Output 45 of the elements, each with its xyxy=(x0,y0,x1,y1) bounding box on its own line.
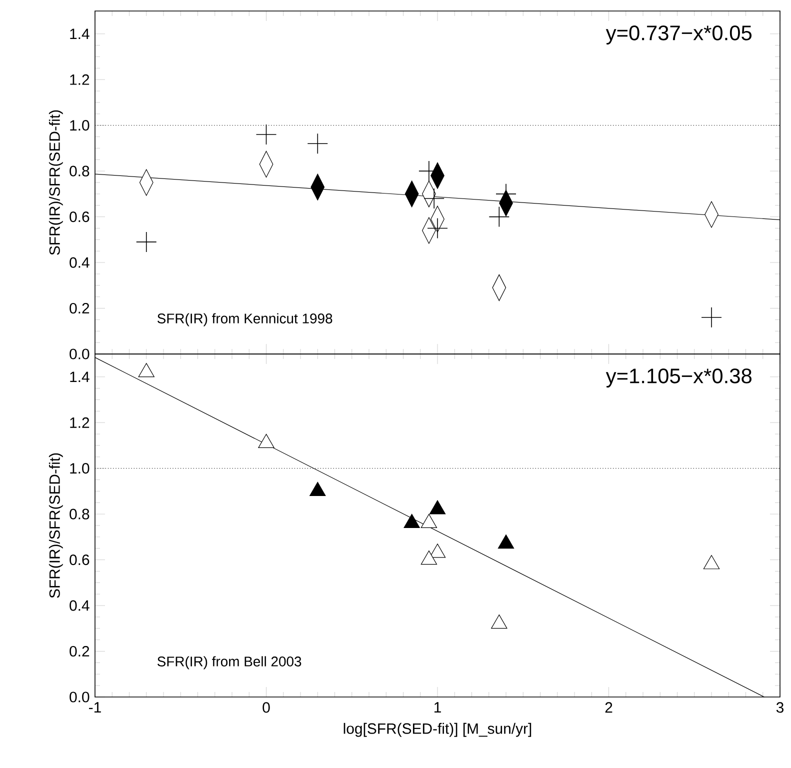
point xyxy=(258,434,274,448)
y-tick-label: 1.4 xyxy=(70,372,90,382)
annotation: SFR(IR) from Bell 2003 xyxy=(157,656,302,670)
point xyxy=(429,500,446,514)
point xyxy=(310,482,326,496)
y-tick-label: 0.6 xyxy=(70,212,90,222)
y-tick-label: 0.2 xyxy=(70,646,90,657)
annotation: y=1.105−x*0.38 xyxy=(606,368,752,388)
point xyxy=(429,544,446,558)
y-tick-label: 0.6 xyxy=(70,554,90,566)
y-tick-label: 0.8 xyxy=(70,166,90,176)
point xyxy=(420,514,438,528)
point xyxy=(498,534,514,549)
y-tick-label: 0.2 xyxy=(70,302,90,314)
x-tick-label: 3 xyxy=(776,702,784,713)
annotation: y=0.737−x*0.05 xyxy=(606,26,752,44)
annotation: SFR(IR) from Kennicut 1998 xyxy=(157,313,332,326)
y-tick-label: 1.4 xyxy=(70,28,90,39)
y-tick-label: 1.0 xyxy=(70,463,90,474)
y-tick-label: 0.8 xyxy=(70,508,90,520)
y-tick-label: 0.4 xyxy=(70,257,90,268)
y-tick-label: 1.0 xyxy=(70,120,90,131)
point xyxy=(256,124,276,144)
point xyxy=(308,134,328,154)
y-tick-label: 1.2 xyxy=(70,74,90,85)
y-axis-title: SFR(IR)/SFR(SED-fit) xyxy=(48,453,63,598)
y-tick-label: 0.0 xyxy=(70,348,90,360)
x-tick-label: 0 xyxy=(262,702,270,713)
point xyxy=(404,514,420,528)
point xyxy=(702,307,722,328)
point xyxy=(491,614,508,629)
y-tick-label: 0.0 xyxy=(70,692,90,702)
y-tick-label: 1.2 xyxy=(70,417,90,428)
x-tick-label: 1 xyxy=(434,702,441,712)
point xyxy=(136,232,156,252)
y-tick-label: 0.4 xyxy=(70,600,90,611)
point xyxy=(424,188,444,208)
point xyxy=(420,550,438,565)
point xyxy=(703,555,720,570)
point xyxy=(428,218,448,238)
x-tick-label: 2 xyxy=(605,702,612,713)
y-axis-title: SFR(IR)/SFR(SED-fit) xyxy=(48,110,63,255)
x-tick-label: -1 xyxy=(89,702,101,712)
x-axis-title: log[SFR(SED-fit)] [M_sun/yr] xyxy=(344,722,532,737)
point xyxy=(138,362,154,378)
